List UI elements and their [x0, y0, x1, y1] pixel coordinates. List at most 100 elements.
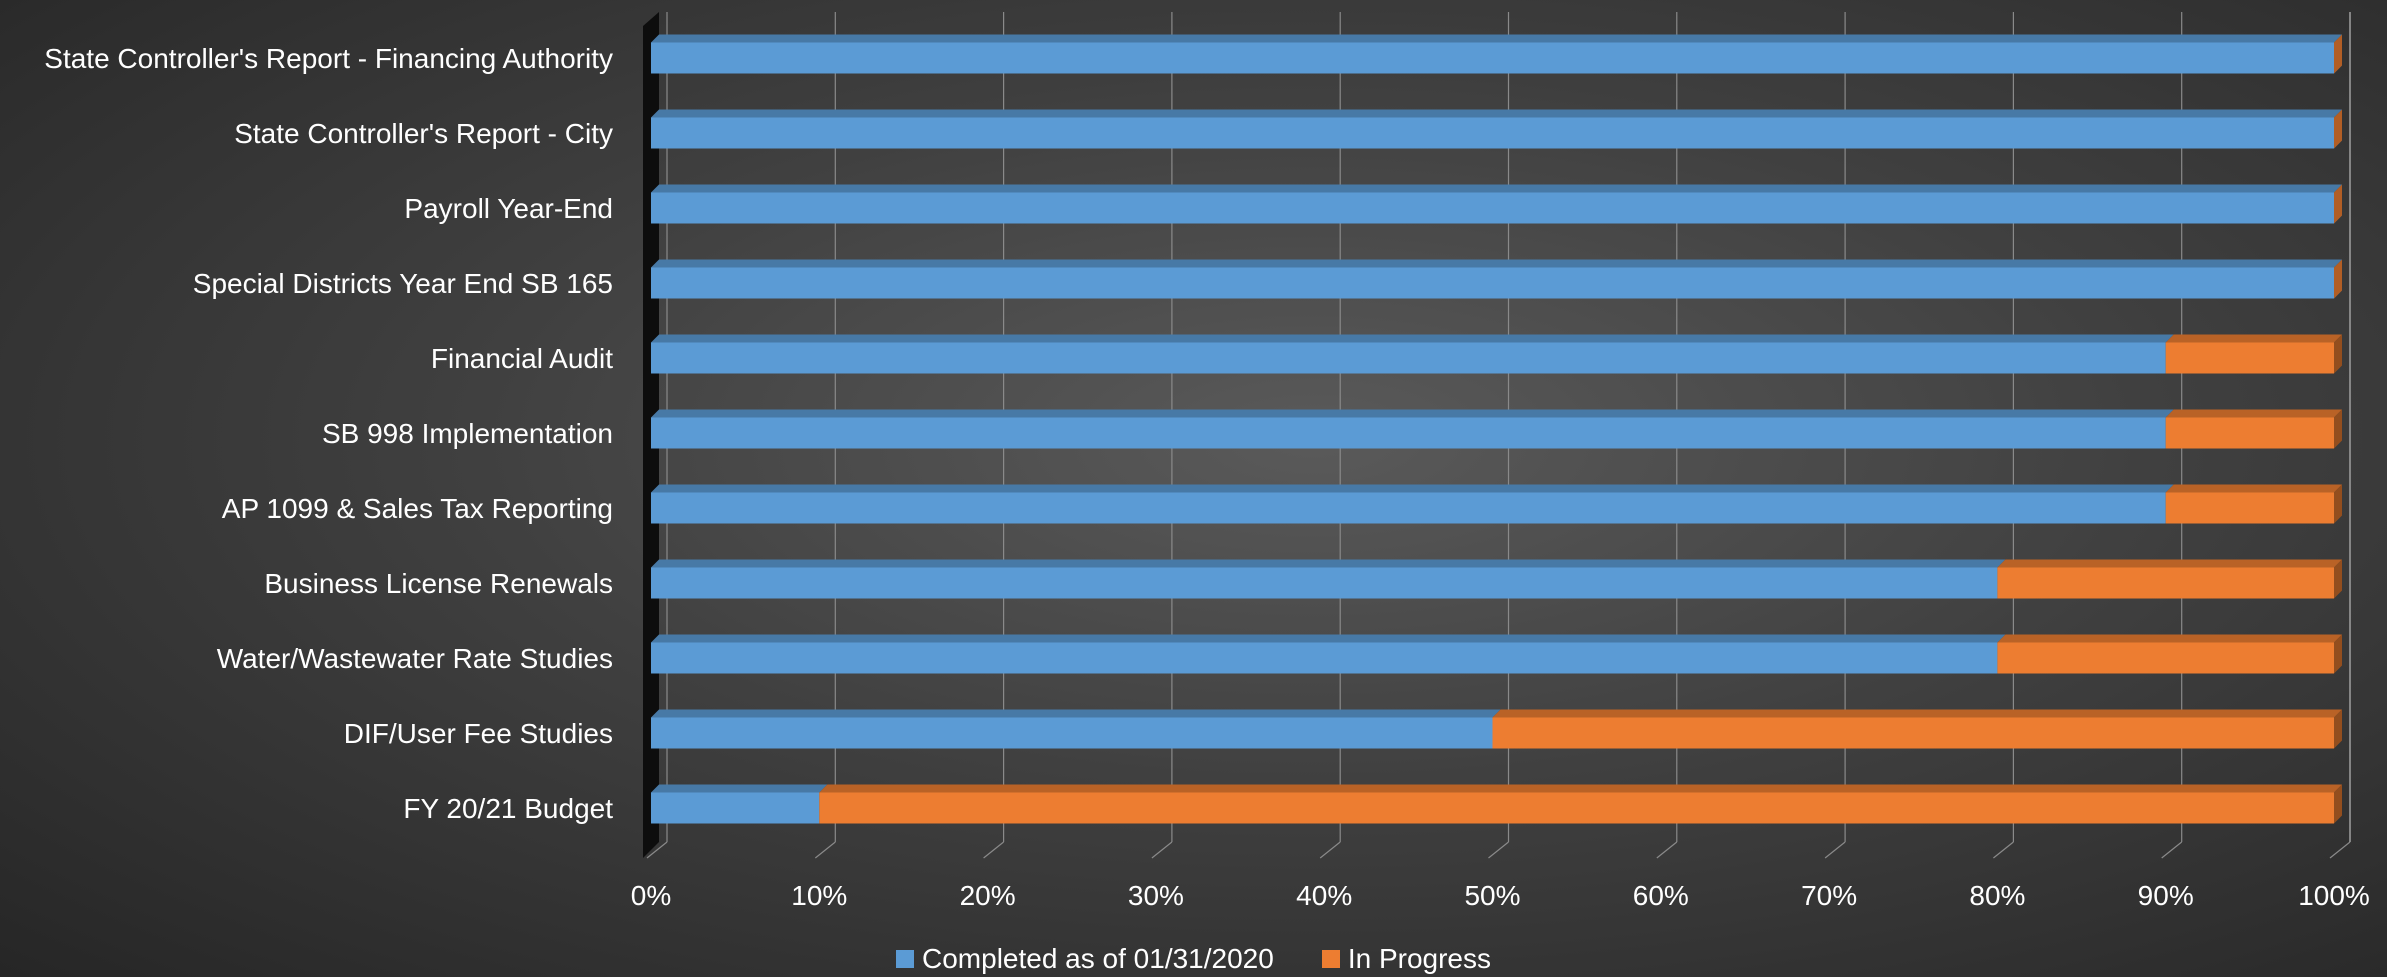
bar-top-face: [1997, 559, 2342, 568]
bar-completed: [651, 634, 2006, 674]
bar-front-face: [2165, 417, 2334, 449]
bar-front-face: [651, 117, 2334, 149]
bar-top-face: [2165, 484, 2342, 493]
bar-completed: [651, 709, 1501, 749]
bar-cap-in-progress: [2334, 184, 2342, 224]
bar-side-face: [2334, 409, 2342, 449]
category-label: DIF/User Fee Studies: [344, 718, 613, 749]
bar-front-face: [1492, 717, 2334, 749]
bar-top-face: [651, 109, 2342, 118]
legend-item-completed: Completed as of 01/31/2020: [896, 943, 1274, 975]
bar-top-face: [651, 184, 2342, 193]
gridline-floor: [2161, 841, 2183, 859]
bar-top-face: [651, 409, 2174, 418]
bar-in-progress: [1492, 709, 2342, 749]
bar-front-face: [651, 42, 2334, 74]
bar-cap-in-progress: [2334, 34, 2342, 74]
x-tick-label: 20%: [960, 880, 1016, 911]
bar-top-face: [1997, 634, 2342, 643]
gridline-floor: [1824, 841, 1846, 859]
x-tick-label: 30%: [1128, 880, 1184, 911]
x-tick-label: 10%: [791, 880, 847, 911]
bar-in-progress: [819, 784, 2342, 824]
bar-front-face: [651, 417, 2166, 449]
x-tick-label: 40%: [1296, 880, 1352, 911]
bar-in-progress: [1997, 634, 2342, 674]
bar-top-face: [651, 34, 2342, 43]
bar-top-face: [1492, 709, 2342, 718]
category-label: SB 998 Implementation: [322, 418, 613, 449]
chart-plot: State Controller's Report - Financing Au…: [44, 12, 2351, 911]
category-label: State Controller's Report - City: [234, 118, 613, 149]
legend-swatch-in-progress: [1321, 949, 1340, 968]
bar-front-face: [1997, 642, 2334, 674]
x-tick-label: 90%: [2138, 880, 2194, 911]
bar-completed: [651, 334, 2174, 374]
bar-completed: [651, 259, 2342, 299]
gridline-floor: [1656, 841, 1678, 859]
legend-label-in-progress: In Progress: [1347, 942, 1491, 974]
gridline-floor: [1488, 841, 1509, 859]
category-label: State Controller's Report - Financing Au…: [44, 43, 613, 74]
x-tick-label: 70%: [1801, 880, 1857, 911]
bar-cap-in-progress: [2334, 259, 2342, 299]
gridline-floor: [1319, 841, 1341, 859]
x-tick-label: 0%: [631, 880, 671, 911]
bar-front-face: [2165, 342, 2334, 374]
bar-top-face: [2165, 334, 2342, 343]
bar-top-face: [651, 484, 2174, 493]
bar-completed: [651, 484, 2174, 524]
bar-front-face: [651, 267, 2334, 299]
x-tick-label: 50%: [1464, 880, 1520, 911]
bar-top-face: [651, 709, 1501, 718]
bar-top-face: [2165, 409, 2342, 418]
gridline-floor: [983, 841, 1004, 859]
gridline-floor: [646, 841, 668, 859]
bar-front-face: [651, 642, 1998, 674]
category-label: AP 1099 & Sales Tax Reporting: [222, 493, 613, 524]
bar-top-face: [819, 784, 2342, 793]
legend: Completed as of 01/31/2020 In Progress: [0, 940, 2387, 977]
category-label: Special Districts Year End SB 165: [193, 268, 613, 299]
bar-side-face: [2334, 634, 2342, 674]
gridline-floor: [2329, 841, 2351, 859]
bar-in-progress: [2165, 409, 2342, 449]
bar-front-face: [651, 192, 2334, 224]
bar-completed: [651, 109, 2342, 149]
bar-side-face: [2334, 559, 2342, 599]
bar-in-progress: [1997, 559, 2342, 599]
bar-side-face: [2334, 334, 2342, 374]
bar-front-face: [651, 717, 1493, 749]
bar-top-face: [651, 334, 2174, 343]
bar-top-face: [651, 784, 828, 793]
bar-side-face: [2334, 484, 2342, 524]
gridline-floor: [1993, 841, 2014, 859]
bar-front-face: [651, 492, 2166, 524]
bar-in-progress: [2165, 484, 2342, 524]
bar-side-face: [2334, 709, 2342, 749]
bar-top-face: [651, 259, 2342, 268]
bar-completed: [651, 409, 2174, 449]
category-label: Payroll Year-End: [404, 193, 613, 224]
bar-top-face: [651, 634, 2006, 643]
category-label: Business License Renewals: [264, 568, 613, 599]
gridline-floor: [1151, 841, 1173, 859]
bar-front-face: [819, 792, 2334, 824]
legend-label-completed: Completed as of 01/31/2020: [922, 942, 1274, 974]
bar-top-face: [651, 559, 2006, 568]
x-tick-label: 80%: [1969, 880, 2025, 911]
bar-front-face: [651, 792, 820, 824]
bar-front-face: [651, 342, 2166, 374]
bar-completed: [651, 784, 828, 824]
bar-completed: [651, 184, 2342, 224]
bar-cap-in-progress: [2334, 109, 2342, 149]
bar-side-face: [2334, 784, 2342, 824]
bar-front-face: [1997, 567, 2334, 599]
bar-completed: [651, 34, 2342, 74]
bar-front-face: [651, 567, 1998, 599]
category-label: FY 20/21 Budget: [403, 793, 613, 824]
x-tick-label: 60%: [1633, 880, 1689, 911]
bar-in-progress: [2165, 334, 2342, 374]
gridline-floor: [814, 841, 836, 859]
